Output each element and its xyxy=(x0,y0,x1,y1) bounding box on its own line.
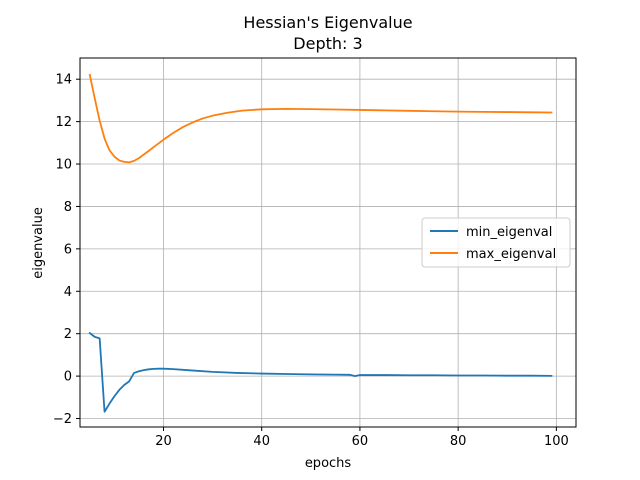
y-tick-label: 8 xyxy=(64,200,72,215)
chart-subtitle: Depth: 3 xyxy=(293,34,362,53)
legend-label-min-eigenval: min_eigenval xyxy=(466,225,552,240)
series-line-min-eigenval xyxy=(88,331,553,413)
y-tick-label: 2 xyxy=(64,327,72,342)
legend-box xyxy=(421,217,571,268)
x-tick-label: 20 xyxy=(155,434,172,449)
x-tick-label: 60 xyxy=(352,434,369,449)
plot-frame xyxy=(79,57,577,428)
y-tick-label: 14 xyxy=(55,73,72,88)
y-tick-label: 10 xyxy=(55,158,72,173)
tick-layer: 20 40 60 80 100 −2 0 2 4 6 8 10 12 14 xyxy=(53,73,569,449)
series-line-max-eigenval xyxy=(88,73,553,164)
x-tick-label: 40 xyxy=(253,434,270,449)
y-tick-label: 6 xyxy=(64,242,72,257)
legend: min_eigenval max_eigenval xyxy=(421,217,571,268)
series-layer xyxy=(88,73,553,413)
x-tick-label: 80 xyxy=(450,434,467,449)
y-tick-label: −2 xyxy=(53,412,72,427)
x-tick-label: 100 xyxy=(544,434,569,449)
y-tick-label: 12 xyxy=(55,115,72,130)
y-tick-label: 4 xyxy=(64,285,72,300)
legend-label-max-eigenval: max_eigenval xyxy=(466,247,556,262)
chart-title: Hessian's Eigenvalue xyxy=(243,13,412,32)
y-axis-label: eigenvalue xyxy=(31,207,46,279)
y-tick-label: 0 xyxy=(64,370,72,385)
x-axis-label: epochs xyxy=(305,456,352,471)
